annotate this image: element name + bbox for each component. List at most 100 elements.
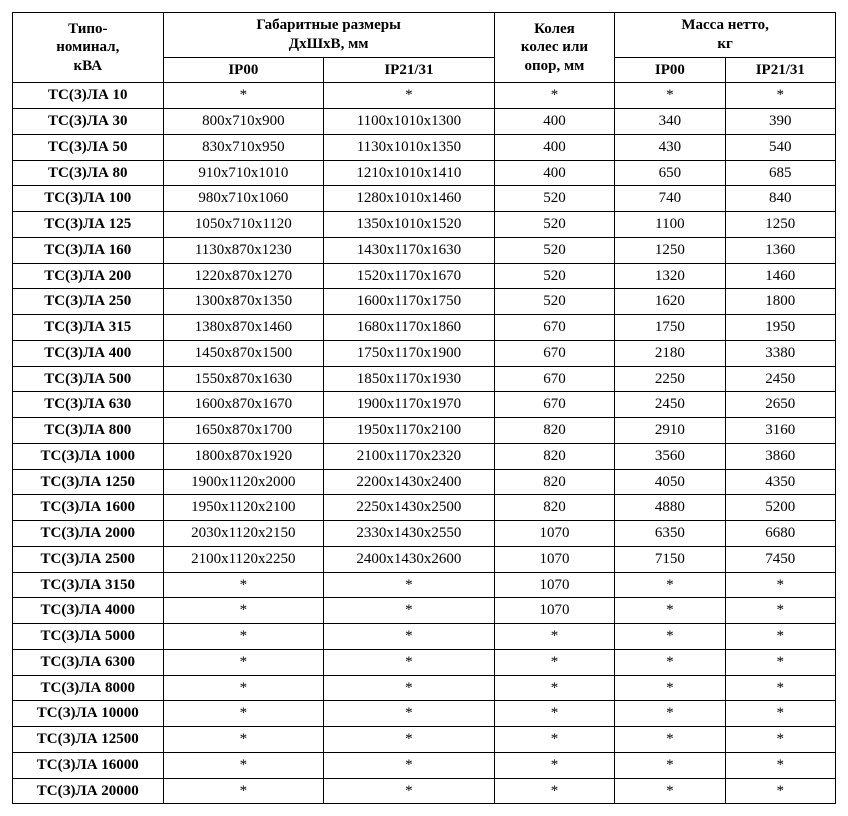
cell-dim-ip21: * [324,649,495,675]
cell-dim-ip00: 1900х1120х2000 [163,469,324,495]
cell-mass-ip00: 1100 [615,212,725,238]
cell-mass-ip21: 2450 [725,366,835,392]
table-row: ТС(З)ЛА 1251050х710х11201350х1010х152052… [13,212,836,238]
cell-track: * [494,752,614,778]
cell-mass-ip00: * [615,701,725,727]
cell-mass-ip21: 840 [725,186,835,212]
header-dims-group: Габаритные размерыДхШхВ, мм [163,13,494,58]
header-track: Колеяколес илиопор, мм [494,13,614,83]
cell-mass-ip21: 5200 [725,495,835,521]
cell-model: ТС(З)ЛА 2500 [13,546,164,572]
cell-dim-ip00: * [163,572,324,598]
table-header: Типо-номинал,кВА Габаритные размерыДхШхВ… [13,13,836,83]
cell-dim-ip00: 1300х870х1350 [163,289,324,315]
cell-mass-ip21: * [725,598,835,624]
cell-dim-ip21: 2100х1170х2320 [324,443,495,469]
table-row: ТС(З)ЛА 80910х710х10101210х1010х14104006… [13,160,836,186]
table-row: ТС(З)ЛА 12500***** [13,727,836,753]
table-row: ТС(З)ЛА 2501300х870х13501600х1170х175052… [13,289,836,315]
cell-dim-ip00: 1050х710х1120 [163,212,324,238]
table-row: ТС(З)ЛА 3150**1070** [13,572,836,598]
header-mass-ip21: IP21/31 [725,57,835,83]
cell-mass-ip21: 390 [725,109,835,135]
table-row: ТС(З)ЛА 6301600х870х16701900х1170х197067… [13,392,836,418]
table-row: ТС(З)ЛА 8000***** [13,675,836,701]
cell-dim-ip21: 1210х1010х1410 [324,160,495,186]
table-row: ТС(З)ЛА 25002100х1120х22502400х1430х2600… [13,546,836,572]
cell-model: ТС(З)ЛА 200 [13,263,164,289]
cell-dim-ip00: 1650х870х1700 [163,418,324,444]
cell-dim-ip21: * [324,752,495,778]
cell-dim-ip00: 2030х1120х2150 [163,521,324,547]
cell-dim-ip00: 830х710х950 [163,134,324,160]
cell-model: ТС(З)ЛА 125 [13,212,164,238]
cell-dim-ip21: 2250х1430х2500 [324,495,495,521]
cell-dim-ip21: 1100х1010х1300 [324,109,495,135]
cell-model: ТС(З)ЛА 2000 [13,521,164,547]
cell-track: 1070 [494,521,614,547]
cell-dim-ip21: 2330х1430х2550 [324,521,495,547]
cell-mass-ip00: 7150 [615,546,725,572]
cell-dim-ip21: 1600х1170х1750 [324,289,495,315]
cell-dim-ip00: 980х710х1060 [163,186,324,212]
cell-dim-ip00: * [163,778,324,804]
cell-mass-ip21: 3380 [725,340,835,366]
cell-mass-ip21: * [725,778,835,804]
cell-track: 400 [494,160,614,186]
cell-mass-ip21: * [725,727,835,753]
cell-mass-ip00: 340 [615,109,725,135]
cell-dim-ip00: 1600х870х1670 [163,392,324,418]
cell-dim-ip00: * [163,675,324,701]
cell-mass-ip00: * [615,624,725,650]
cell-mass-ip00: * [615,675,725,701]
cell-dim-ip21: 1130х1010х1350 [324,134,495,160]
cell-mass-ip21: 1250 [725,212,835,238]
cell-mass-ip21: * [725,649,835,675]
cell-track: 1070 [494,546,614,572]
cell-model: ТС(З)ЛА 1000 [13,443,164,469]
cell-mass-ip00: * [615,83,725,109]
cell-mass-ip00: 1250 [615,237,725,263]
cell-mass-ip00: * [615,752,725,778]
table-row: ТС(З)ЛА 2001220х870х12701520х1170х167052… [13,263,836,289]
cell-dim-ip21: * [324,778,495,804]
cell-mass-ip00: 2180 [615,340,725,366]
cell-track: 520 [494,263,614,289]
cell-dim-ip21: * [324,83,495,109]
cell-mass-ip21: 1950 [725,315,835,341]
header-mass-group: Масса нетто,кг [615,13,836,58]
cell-track: 520 [494,289,614,315]
cell-track: * [494,649,614,675]
table-row: ТС(З)ЛА 10000***** [13,701,836,727]
cell-dim-ip21: 1520х1170х1670 [324,263,495,289]
cell-dim-ip00: 1950х1120х2100 [163,495,324,521]
cell-mass-ip00: 2910 [615,418,725,444]
cell-dim-ip21: * [324,624,495,650]
table-row: ТС(З)ЛА 6300***** [13,649,836,675]
cell-model: ТС(З)ЛА 4000 [13,598,164,624]
cell-mass-ip21: 7450 [725,546,835,572]
table-row: ТС(З)ЛА 20002030х1120х21502330х1430х2550… [13,521,836,547]
cell-mass-ip21: * [725,701,835,727]
cell-mass-ip00: 1620 [615,289,725,315]
cell-dim-ip21: 1280х1010х1460 [324,186,495,212]
table-row: ТС(З)ЛА 10001800х870х19202100х1170х23208… [13,443,836,469]
cell-track: 820 [494,469,614,495]
cell-track: * [494,83,614,109]
table-row: ТС(З)ЛА 1601130х870х12301430х1170х163052… [13,237,836,263]
cell-mass-ip21: * [725,572,835,598]
cell-track: 820 [494,418,614,444]
table-row: ТС(З)ЛА 100980х710х10601280х1010х1460520… [13,186,836,212]
cell-track: 520 [494,212,614,238]
table-row: ТС(З)ЛА 12501900х1120х20002200х1430х2400… [13,469,836,495]
cell-track: 820 [494,495,614,521]
cell-model: ТС(З)ЛА 1600 [13,495,164,521]
cell-dim-ip21: * [324,701,495,727]
cell-mass-ip21: * [725,624,835,650]
cell-dim-ip21: 1680х1170х1860 [324,315,495,341]
cell-dim-ip00: 1800х870х1920 [163,443,324,469]
table-row: ТС(З)ЛА 10***** [13,83,836,109]
cell-track: * [494,778,614,804]
cell-model: ТС(З)ЛА 16000 [13,752,164,778]
cell-model: ТС(З)ЛА 6300 [13,649,164,675]
